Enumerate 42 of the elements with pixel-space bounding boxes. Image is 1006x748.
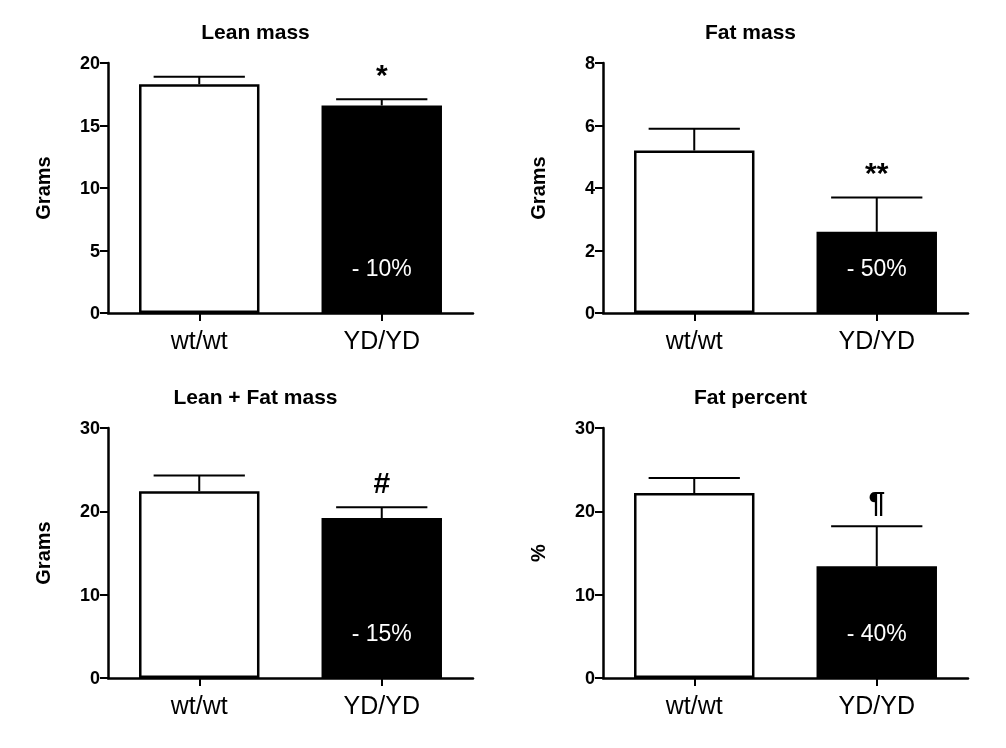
- annotation: *: [375, 57, 388, 91]
- y-tick-label: 0: [89, 303, 100, 323]
- annotation: - 10%: [351, 255, 412, 281]
- annotation: ¶: [868, 484, 886, 518]
- y-tick-label: 20: [79, 501, 100, 522]
- y-tick-label: 30: [574, 418, 595, 438]
- annotation: #: [373, 465, 391, 499]
- annotation: **: [865, 155, 889, 189]
- y-tick-label: 20: [574, 501, 595, 522]
- y-tick-label: 6: [584, 115, 595, 136]
- y-tick-label: 30: [79, 418, 100, 438]
- x-tick-label: YD/YD: [838, 690, 915, 719]
- y-tick-label: 5: [89, 240, 100, 261]
- chart-title: Fat percent: [693, 385, 808, 408]
- x-tick-label: YD/YD: [838, 325, 915, 354]
- x-tick-label: wt/wt: [664, 325, 723, 354]
- y-axis-title: Grams: [32, 156, 54, 220]
- chart-title: Fat mass: [704, 20, 797, 43]
- y-tick-label: 2: [584, 240, 595, 261]
- y-tick-label: 10: [574, 584, 595, 605]
- y-tick-label: 10: [79, 178, 100, 198]
- y-tick-label: 20: [79, 53, 100, 73]
- x-tick-label: wt/wt: [169, 325, 228, 354]
- y-axis-title: %: [527, 543, 549, 562]
- y-tick-label: 0: [584, 303, 595, 323]
- annotation: - 15%: [351, 620, 412, 646]
- y-tick-label: 10: [79, 584, 100, 605]
- x-tick-label: YD/YD: [343, 325, 420, 354]
- y-tick-label: 0: [89, 668, 100, 688]
- y-tick-label: 4: [584, 178, 595, 198]
- x-tick-label: wt/wt: [169, 690, 228, 719]
- y-tick-label: 15: [79, 115, 100, 136]
- y-tick-label: 0: [584, 668, 595, 688]
- annotation: - 50%: [846, 255, 907, 281]
- y-tick-label: 8: [584, 53, 595, 73]
- y-axis-title: Grams: [527, 156, 549, 220]
- chart-title: Lean mass: [201, 20, 310, 43]
- x-tick-label: wt/wt: [664, 690, 723, 719]
- chart-title: Lean + Fat mass: [173, 385, 338, 408]
- y-axis-title: Grams: [32, 521, 54, 585]
- annotation: - 40%: [846, 620, 907, 646]
- x-tick-label: YD/YD: [343, 690, 420, 719]
